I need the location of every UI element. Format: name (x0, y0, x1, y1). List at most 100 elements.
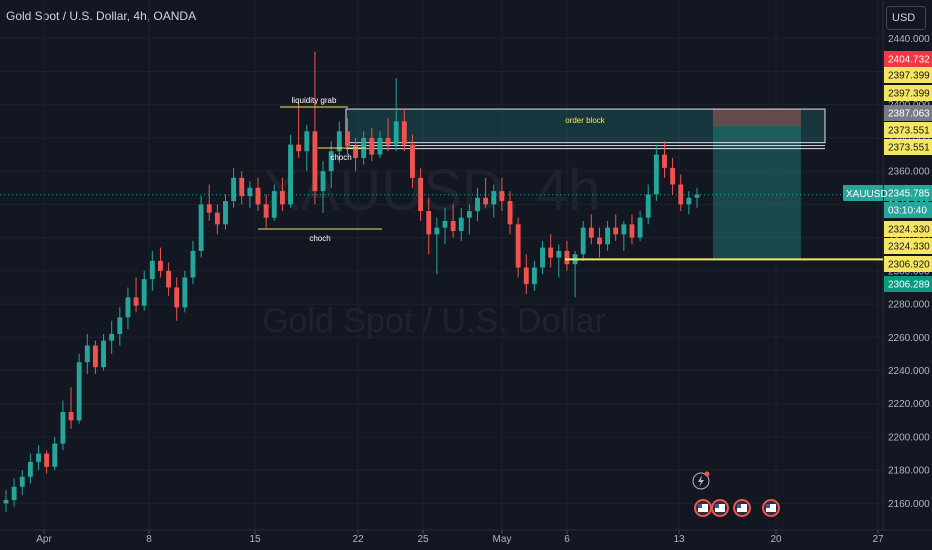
candle-body (694, 194, 700, 198)
candle-body (580, 227, 586, 255)
price-tag-bg (884, 67, 932, 83)
candle-body (523, 267, 529, 285)
candle-body (288, 144, 293, 205)
candle-body (588, 227, 594, 238)
candle-body (133, 297, 139, 306)
time-axis[interactable]: Apr 8 15 22 25 May 6 13 20 27 (36, 530, 884, 545)
us-flag-canton-icon (737, 504, 741, 508)
candle-body (27, 461, 33, 477)
candle-body (458, 217, 464, 231)
candle-body (214, 212, 220, 225)
candle-body (19, 476, 25, 487)
candle-body (686, 197, 692, 205)
candle-body (369, 137, 375, 155)
candle-body (613, 227, 619, 235)
take-profit-zone (713, 126, 801, 261)
event-icons[interactable] (692, 471, 780, 517)
price-tag-label: 2324.330 (888, 225, 930, 236)
candle-body (621, 224, 627, 235)
candle-body (11, 486, 17, 501)
candle-body (76, 362, 82, 421)
price-tick-label: 2240.000 (888, 366, 930, 377)
price-tag-bg (884, 221, 932, 237)
price-tick-label: 2220.000 (888, 399, 930, 410)
candle-body (125, 297, 131, 318)
price-tag-label: 2306.289 (888, 280, 930, 291)
drawing-layer[interactable] (345, 108, 826, 261)
candle-body (515, 224, 521, 268)
candle-body (653, 154, 659, 195)
candle-body (109, 333, 115, 341)
price-tag-bg (884, 276, 932, 292)
time-tick-label: May (493, 534, 512, 545)
us-flag-canton-icon (766, 504, 770, 508)
price-tick-label: 2440.000 (888, 34, 930, 45)
price-tag-bg (884, 51, 932, 67)
price-tag-label: 03:10:40 (888, 206, 927, 217)
price-tick-label: 2260.000 (888, 333, 930, 344)
candle-body (426, 211, 432, 235)
symbol-tag-label: XAUUSD (846, 189, 888, 200)
candle-body (475, 197, 480, 212)
candle-body (442, 221, 448, 228)
candle-body (190, 250, 196, 278)
us-flag-icon (737, 504, 747, 512)
symbol-tag: XAUUSD (843, 185, 888, 201)
stop-loss-zone (713, 109, 801, 127)
annotations[interactable]: order block liquidity grab choch choch (258, 96, 883, 261)
candle-body (3, 500, 9, 504)
alert-dot-icon (704, 471, 710, 477)
economic-event-icon (733, 499, 751, 517)
lightning-icon (692, 472, 710, 490)
candle-body (393, 121, 399, 145)
candle-body (401, 121, 407, 145)
price-tag: 2373.551 (884, 139, 932, 155)
candle-body (320, 171, 326, 192)
price-tag-bg (884, 202, 932, 218)
candle-body (466, 211, 472, 218)
candle-body (158, 260, 163, 271)
price-tick-label: 2200.000 (888, 432, 930, 443)
price-tag-bg (884, 105, 932, 121)
candle-body (206, 204, 212, 213)
candle-body (670, 167, 676, 185)
time-tick-label: 20 (770, 534, 782, 545)
candle-body (231, 177, 237, 202)
price-tag-label: 2404.732 (888, 55, 930, 66)
candle-body (507, 201, 513, 225)
candle-body (101, 340, 106, 368)
candle-body (271, 191, 277, 218)
price-tag: 2345.785 (884, 185, 932, 201)
price-tag-bg (884, 139, 932, 155)
candle-body (141, 279, 147, 306)
candle-body (483, 197, 489, 205)
time-tick-label: 6 (564, 534, 570, 545)
candle-body (637, 217, 643, 238)
price-tag-bg (884, 238, 932, 254)
candle-body (255, 187, 261, 205)
price-tick-label: 2160.000 (888, 499, 930, 510)
candle-body (328, 151, 334, 172)
candle-body (336, 131, 342, 152)
liquidity-grab-label: liquidity grab (292, 96, 337, 105)
candle-body (117, 317, 123, 334)
price-tick-label: 2180.000 (888, 466, 930, 477)
currency-selector[interactable]: USD (886, 6, 926, 30)
price-tag-label: 2345.785 (888, 189, 930, 200)
candle-body (68, 412, 74, 421)
price-tag: 2373.551 (884, 122, 932, 138)
candle-body (174, 287, 180, 308)
lightning-icon-glyph (698, 475, 704, 487)
candle-body (450, 221, 456, 231)
watermark-name: Gold Spot / U.S. Dollar (262, 302, 606, 340)
candle-body (564, 250, 570, 265)
us-flag-canton-icon (698, 504, 702, 508)
candle-body (166, 270, 172, 288)
candle-body (182, 277, 188, 308)
candle-body (556, 250, 562, 258)
price-tick-label: 2280.000 (888, 300, 930, 311)
candle-body (353, 146, 359, 158)
price-tag-label: 2387.063 (888, 109, 930, 120)
price-tag: 03:10:40 (884, 202, 932, 218)
